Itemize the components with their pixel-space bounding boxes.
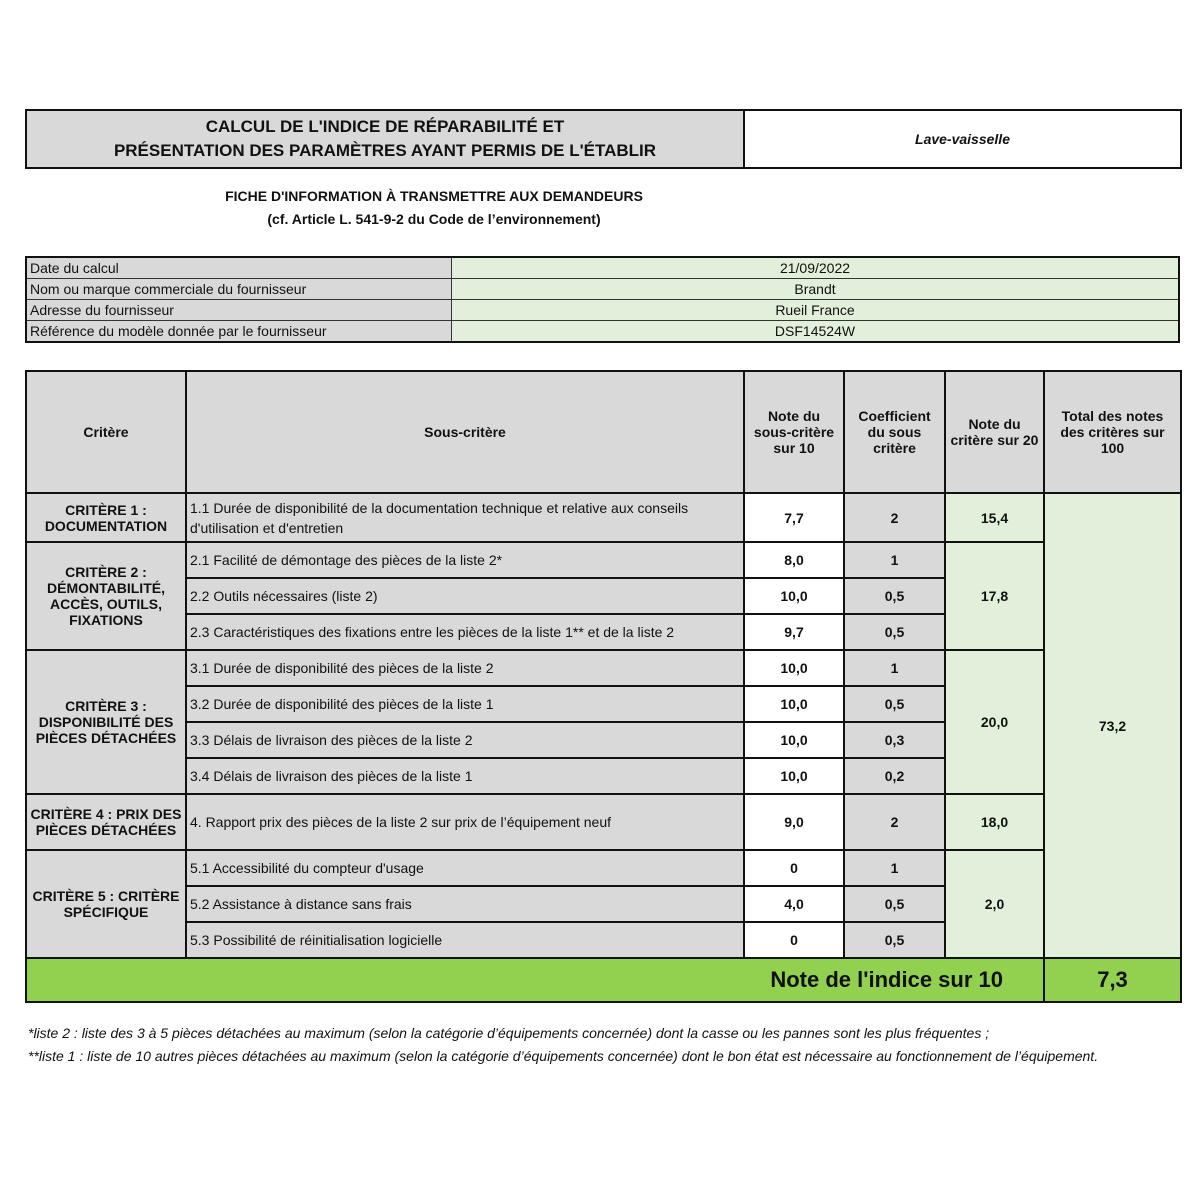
info-value: Brandt bbox=[451, 278, 1180, 300]
header-sous-critere: Sous-critère bbox=[185, 370, 745, 494]
sub-criterion-label: 3.4 Délais de livraison des pièces de la… bbox=[185, 757, 745, 795]
criterion-score: 2,0 bbox=[944, 849, 1045, 959]
score-table: Critère Sous-critère Note du sous-critèr… bbox=[25, 370, 1182, 1003]
sub-criterion-label: 4. Rapport prix des pièces de la liste 2… bbox=[185, 793, 745, 851]
sub-criterion-note: 9,0 bbox=[743, 793, 845, 851]
sub-criterion-coefficient: 0,5 bbox=[843, 613, 946, 651]
sub-criterion-note: 10,0 bbox=[743, 577, 845, 615]
table-row: 3.3 Délais de livraison des pièces de la… bbox=[26, 721, 1181, 759]
info-row: Nom ou marque commerciale du fournisseur… bbox=[25, 278, 1180, 300]
index-label: Note de l'indice sur 10 bbox=[25, 957, 1045, 1003]
title-line-1: CALCUL DE L'INDICE DE RÉPARABILITÉ ET bbox=[205, 117, 565, 136]
criterion-score: 18,0 bbox=[944, 793, 1045, 851]
info-row: Référence du modèle donnée par le fourni… bbox=[25, 320, 1180, 343]
table-row: 5.3 Possibilité de réinitialisation logi… bbox=[26, 921, 1181, 959]
criterion-label: CRITÈRE 5 : CRITÈRE SPÉCIFIQUE bbox=[25, 849, 187, 959]
criterion-score: 17,8 bbox=[944, 541, 1045, 651]
equipment-type: Lave-vaisselle bbox=[743, 109, 1182, 169]
sub-criterion-coefficient: 0,5 bbox=[843, 577, 946, 615]
sub-criterion-note: 4,0 bbox=[743, 885, 845, 923]
table-row: CRITÈRE 1 : DOCUMENTATION 1.1 Durée de di… bbox=[25, 492, 1182, 959]
table-row: 3.2 Durée de disponibilité des pièces de… bbox=[26, 685, 1181, 723]
sub-criterion-label: 3.2 Durée de disponibilité des pièces de… bbox=[185, 685, 745, 723]
info-value: 21/09/2022 bbox=[451, 256, 1180, 279]
sub-criterion-coefficient: 1 bbox=[843, 649, 946, 687]
criterion-label: CRITÈRE 1 : DOCUMENTATION bbox=[25, 492, 187, 543]
table-row: CRITÈRE 4 : PRIX DES PIÈCES DÉTACHÉES 4. … bbox=[25, 793, 1181, 851]
criterion-label: CRITÈRE 3 : DISPONIBILITÉ DES PIÈCES DÉT… bbox=[25, 649, 187, 795]
sub-criterion-note: 7,7 bbox=[743, 492, 845, 543]
info-value: DSF14524W bbox=[451, 320, 1180, 343]
subtitle-line-1: FICHE D'INFORMATION À TRANSMETTRE AUX DE… bbox=[225, 188, 643, 204]
sub-criterion-label: 5.3 Possibilité de réinitialisation logi… bbox=[185, 921, 745, 959]
sub-criterion-note: 10,0 bbox=[743, 757, 845, 795]
info-label: Date du calcul bbox=[25, 256, 452, 279]
criterion-label: CRITÈRE 4 : PRIX DES PIÈCES DÉTACHÉES bbox=[25, 793, 187, 851]
info-value: Rueil France bbox=[451, 299, 1180, 321]
sub-criterion-label: 1.1 Durée de disponibilité de la documen… bbox=[185, 492, 745, 543]
info-label: Référence du modèle donnée par le fourni… bbox=[25, 320, 452, 343]
title-box: CALCUL DE L'INDICE DE RÉPARABILITÉ ET PR… bbox=[25, 109, 745, 169]
footnote-1: *liste 2 : liste des 3 à 5 pièces détach… bbox=[28, 1025, 990, 1041]
sub-criterion-note: 10,0 bbox=[743, 685, 845, 723]
header-total: Total des notes des critères sur 100 bbox=[1043, 370, 1182, 494]
subtitle-line-2: (cf. Article L. 541-9-2 du Code de l’env… bbox=[267, 211, 601, 227]
sub-criterion-label: 5.1 Accessibilité du compteur d'usage bbox=[185, 849, 745, 887]
sub-criterion-note: 0 bbox=[743, 921, 845, 959]
criterion-score: 15,4 bbox=[944, 492, 1045, 543]
sub-criterion-note: 9,7 bbox=[743, 613, 845, 651]
sub-criterion-label: 3.3 Délais de livraison des pièces de la… bbox=[185, 721, 745, 759]
criterion-score: 20,0 bbox=[944, 649, 1045, 795]
sub-criterion-label: 2.1 Facilité de démontage des pièces de … bbox=[185, 541, 745, 579]
supplier-info-table: Date du calcul 21/09/2022 Nom ou marque co… bbox=[25, 256, 1180, 343]
sub-criterion-coefficient: 0,2 bbox=[843, 757, 946, 795]
total-score: 73,2 bbox=[1043, 492, 1182, 959]
info-label: Nom ou marque commerciale du fournisseur bbox=[25, 278, 452, 300]
sub-criterion-coefficient: 2 bbox=[843, 492, 946, 543]
sub-criterion-coefficient: 0,5 bbox=[843, 885, 946, 923]
sub-criterion-coefficient: 0,5 bbox=[843, 685, 946, 723]
header-critere: Critère bbox=[25, 370, 187, 494]
table-row: 3.4 Délais de livraison des pièces de la… bbox=[26, 757, 1181, 795]
index-value: 7,3 bbox=[1043, 957, 1182, 1003]
footnotes: *liste 2 : liste des 3 à 5 pièces détach… bbox=[28, 1022, 1168, 1068]
sub-criterion-label: 3.1 Durée de disponibilité des pièces de… bbox=[185, 649, 745, 687]
info-row: Adresse du fournisseur Rueil France bbox=[25, 299, 1180, 321]
table-row: CRITÈRE 2 : DÉMONTABILITÉ, ACCÈS, OUTILS… bbox=[25, 541, 1181, 651]
info-row: Date du calcul 21/09/2022 bbox=[25, 256, 1180, 279]
title-line-2: PRÉSENTATION DES PARAMÈTRES AYANT PERMIS… bbox=[113, 141, 657, 160]
criterion-label: CRITÈRE 2 : DÉMONTABILITÉ, ACCÈS, OUTILS… bbox=[25, 541, 187, 651]
table-row: 2.3 Caractéristiques des fixations entre… bbox=[26, 613, 1181, 651]
info-label: Adresse du fournisseur bbox=[25, 299, 452, 321]
table-row: CRITÈRE 3 : DISPONIBILITÉ DES PIÈCES DÉT… bbox=[25, 649, 1181, 795]
header-coef: Coefficient du sous critère bbox=[843, 370, 946, 494]
sub-criterion-coefficient: 0,5 bbox=[843, 921, 946, 959]
sub-criterion-coefficient: 1 bbox=[843, 849, 946, 887]
sub-criterion-coefficient: 0,3 bbox=[843, 721, 946, 759]
sub-criterion-coefficient: 2 bbox=[843, 793, 946, 851]
sub-criterion-coefficient: 1 bbox=[843, 541, 946, 579]
footnote-2: **liste 1 : liste de 10 autres pièces dé… bbox=[28, 1048, 1099, 1064]
sub-criterion-label: 5.2 Assistance à distance sans frais bbox=[185, 885, 745, 923]
table-row: 2.2 Outils nécessaires (liste 2) 10,0 0,5 bbox=[26, 577, 1181, 615]
sub-criterion-label: 2.3 Caractéristiques des fixations entre… bbox=[185, 613, 745, 651]
sub-criterion-note: 0 bbox=[743, 849, 845, 887]
header-note: Note du sous-critère sur 10 bbox=[743, 370, 845, 494]
table-row: 5.2 Assistance à distance sans frais 4,0 0… bbox=[26, 885, 1181, 923]
table-row: CRITÈRE 5 : CRITÈRE SPÉCIFIQUE 5.1 Access… bbox=[25, 849, 1181, 959]
sub-criterion-note: 10,0 bbox=[743, 649, 845, 687]
header-note-critere: Note du critère sur 20 bbox=[944, 370, 1045, 494]
sub-criterion-label: 2.2 Outils nécessaires (liste 2) bbox=[185, 577, 745, 615]
sub-criterion-note: 8,0 bbox=[743, 541, 845, 579]
sub-criterion-note: 10,0 bbox=[743, 721, 845, 759]
